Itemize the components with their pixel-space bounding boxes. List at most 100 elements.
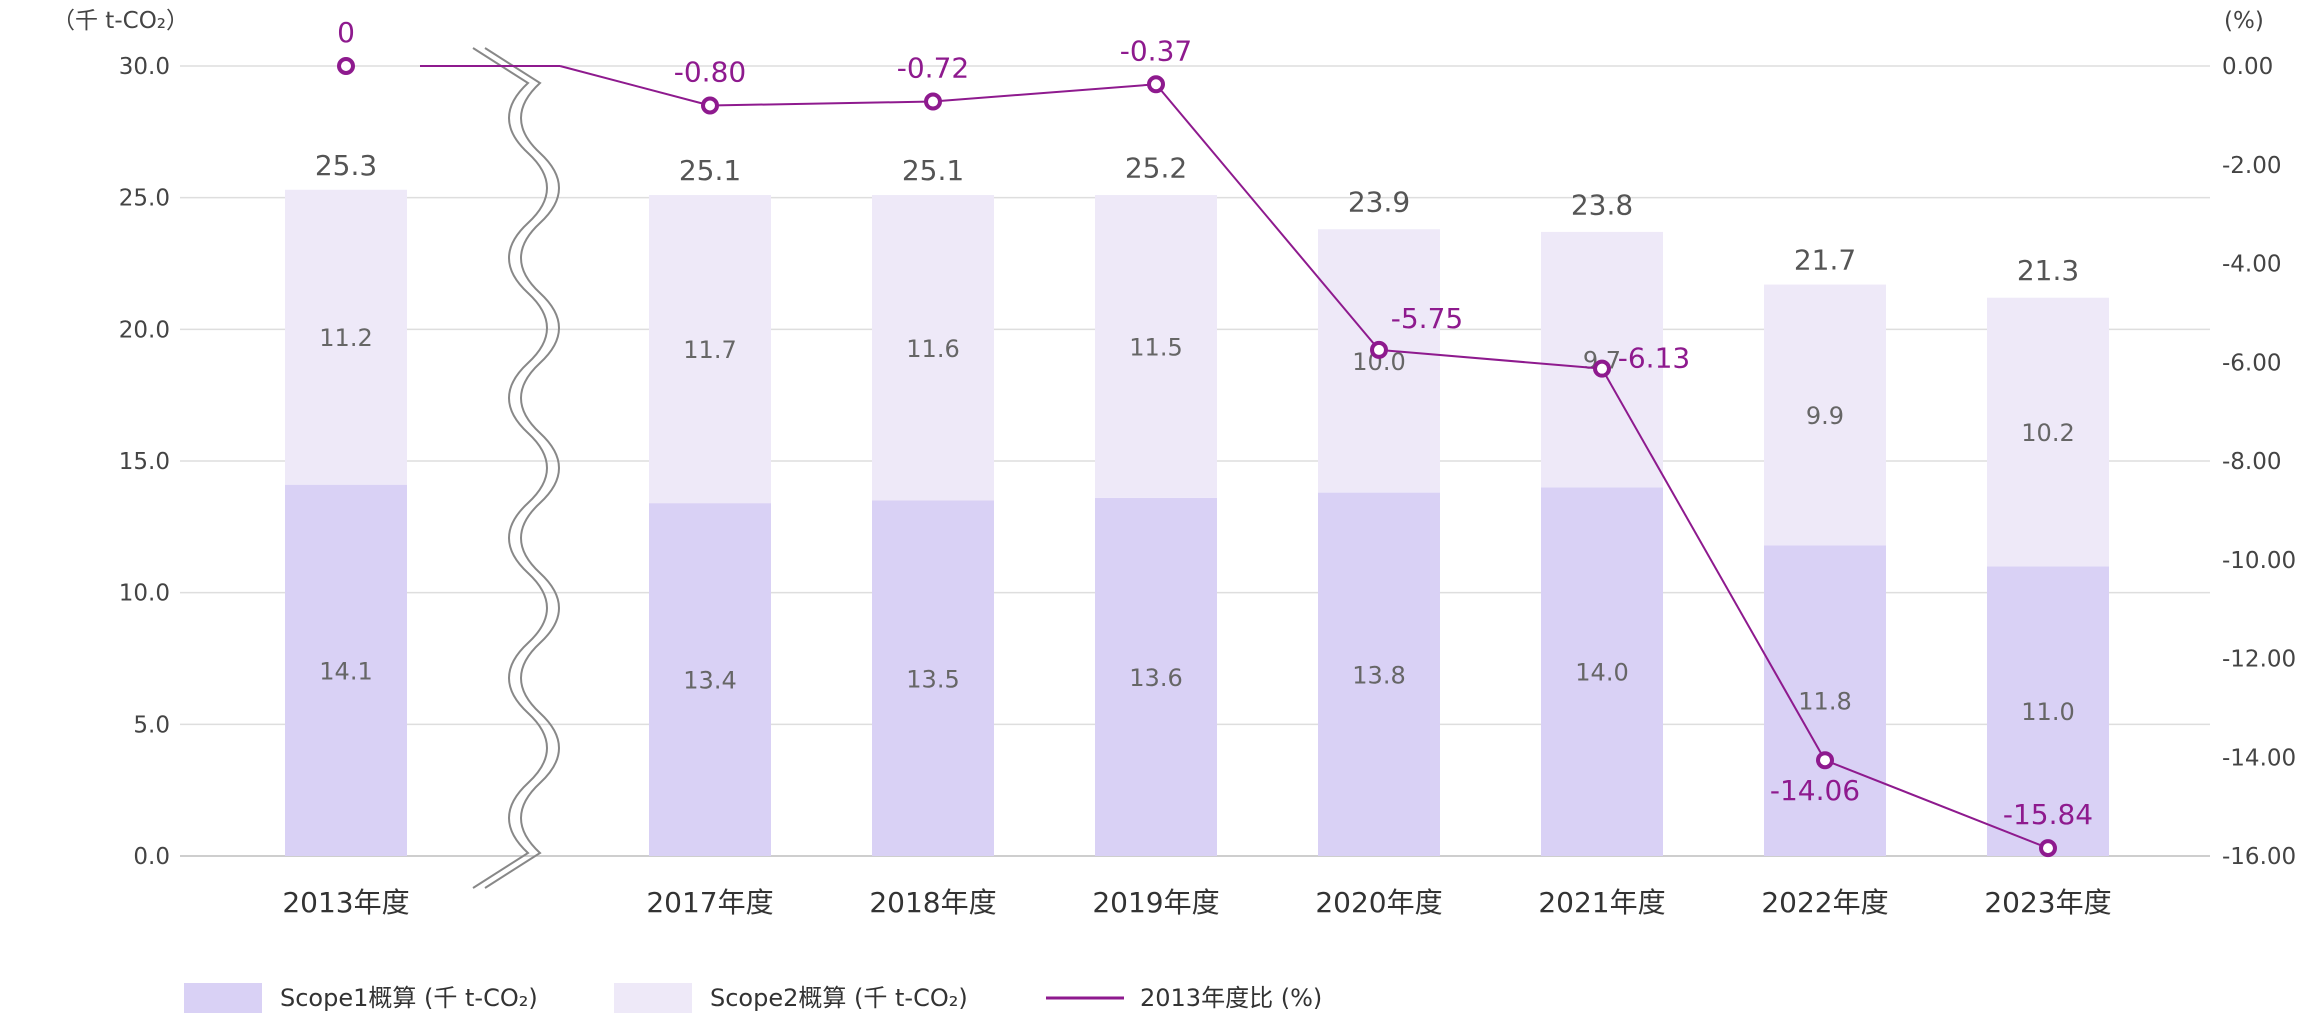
bar-scope2 <box>872 195 994 501</box>
y-left-tick-label: 10.0 <box>119 581 170 607</box>
line-layer: 0 -0.80 -0.72 -0.37 -5.75 -6.13 -14.06 -15.84 <box>337 16 2093 858</box>
y-right-tick-label: -2.00 <box>2222 153 2282 179</box>
y-right-tick-label: -8.00 <box>2222 449 2282 475</box>
line-segment <box>932 83 1157 103</box>
bar-scope1 <box>649 503 771 856</box>
line-point <box>1816 751 1834 770</box>
line-value-label: -14.06 <box>1770 774 1860 807</box>
legend-swatch-scope2 <box>614 983 692 1013</box>
line-value-label: -5.75 <box>1391 302 1463 335</box>
bar-total-label: 25.2 <box>1125 151 1187 184</box>
bar-scope2-label: 11.6 <box>906 335 959 363</box>
legend-swatch-scope1 <box>184 983 262 1013</box>
bar-total-label: 25.1 <box>679 154 741 187</box>
line-point <box>924 92 942 111</box>
y-right-unit: (%) <box>2224 8 2264 34</box>
y-right-tick-label: 0.00 <box>2222 54 2273 80</box>
y-left-tick-label: 30.0 <box>119 54 170 80</box>
line-point <box>2039 839 2057 858</box>
bar-scope1-label: 14.0 <box>1575 659 1628 687</box>
y-left-tick-label: 5.0 <box>133 712 170 738</box>
bar-scope2-label: 11.2 <box>319 324 372 352</box>
y-right-tick-label: -12.00 <box>2222 647 2296 673</box>
y-left-tick-label: 20.0 <box>119 317 170 343</box>
line-segment <box>1824 759 2049 850</box>
y-right-tick-label: -4.00 <box>2222 252 2282 278</box>
bar-scope1-label: 13.6 <box>1129 664 1182 692</box>
y-left-tick-label: 0.0 <box>133 844 170 870</box>
bar-total-label: 21.7 <box>1794 244 1856 277</box>
x-category-label: 2020年度 <box>1315 886 1442 919</box>
axis-break-line <box>484 47 560 889</box>
bar-scope1-label: 14.1 <box>319 657 372 685</box>
y-right-tick-label: -6.00 <box>2222 350 2282 376</box>
bar-scope1 <box>285 484 407 856</box>
x-category-label: 2018年度 <box>869 886 996 919</box>
bar-total-label: 23.9 <box>1348 186 1410 219</box>
line-point <box>337 57 355 75</box>
y-left-unit: （千 t-CO₂） <box>52 8 189 34</box>
line-segment <box>709 100 934 107</box>
y-right-tick-label: -16.00 <box>2222 844 2296 870</box>
line-segment <box>1378 348 1603 370</box>
x-category-label: 2021年度 <box>1538 886 1665 919</box>
bar-scope2-label: 11.5 <box>1129 333 1182 361</box>
line-point <box>701 96 719 115</box>
bar-scope1 <box>1764 545 1886 856</box>
bar-total-label: 25.1 <box>902 154 964 187</box>
bar-scope2 <box>1987 297 2109 567</box>
y-left-tick-label: 25.0 <box>119 186 170 212</box>
bar-scope1 <box>1095 497 1217 856</box>
bar-scope1 <box>872 500 994 856</box>
x-category-label: 2017年度 <box>646 886 773 919</box>
bar-scope1-label: 13.8 <box>1352 661 1405 689</box>
line-value-label: -0.72 <box>897 52 969 85</box>
bar-scope1 <box>1987 566 2109 856</box>
line-point <box>1147 75 1165 94</box>
line-connector <box>559 65 711 107</box>
bar-scope2-label: 10.2 <box>2021 419 2074 447</box>
x-category-label: 2013年度 <box>282 886 409 919</box>
bar-scope2-label: 11.7 <box>683 336 736 364</box>
bar-scope2 <box>1764 284 1886 546</box>
axis-break-line <box>472 47 548 889</box>
line-value-label: -0.37 <box>1120 34 1192 67</box>
line-value-label: -0.80 <box>674 56 746 89</box>
bar-scope1-label: 11.0 <box>2021 698 2074 726</box>
bar-scope1 <box>1541 487 1663 856</box>
bar-scope1-label: 13.5 <box>906 665 959 693</box>
bar-total-label: 21.3 <box>2017 254 2079 287</box>
bars-layer: 14.1 11.2 25.3 13.4 11.7 25.1 13.5 11.6 25.1 13.6… <box>285 149 2109 856</box>
bar-total-label: 23.8 <box>1571 188 1633 221</box>
line-value-label: 0 <box>337 16 355 49</box>
x-category-label: 2023年度 <box>1984 886 2111 919</box>
bar-scope2 <box>285 189 407 485</box>
legend-label-line: 2013年度比 (%) <box>1140 984 1322 1012</box>
bar-scope1 <box>1318 492 1440 856</box>
bar-scope1-label: 13.4 <box>683 667 736 695</box>
bar-scope2 <box>649 195 771 504</box>
line-value-label: -15.84 <box>2003 798 2093 831</box>
y-left-tick-label: 15.0 <box>119 449 170 475</box>
bar-scope2-label: 9.9 <box>1806 402 1844 430</box>
legend-label-scope1: Scope1概算 (千 t-CO₂) <box>280 984 538 1012</box>
line-value-label: -6.13 <box>1618 342 1690 375</box>
legend: Scope1概算 (千 t-CO₂) Scope2概算 (千 t-CO₂) 2013… <box>184 983 1322 1013</box>
y-right-tick-label: -14.00 <box>2222 745 2296 771</box>
bar-scope2 <box>1318 229 1440 493</box>
x-category-label: 2022年度 <box>1761 886 1888 919</box>
axis-break <box>472 47 560 889</box>
line-point <box>1593 359 1611 378</box>
bar-scope2 <box>1541 231 1663 488</box>
y-right-tick-label: -10.00 <box>2222 548 2296 574</box>
bar-total-label: 25.3 <box>315 149 377 182</box>
legend-label-scope2: Scope2概算 (千 t-CO₂) <box>710 984 968 1012</box>
x-category-label: 2019年度 <box>1092 886 1219 919</box>
line-segment <box>1155 83 1380 351</box>
line-segment <box>1601 368 1826 761</box>
bar-scope1-label: 11.8 <box>1798 688 1851 716</box>
line-point <box>1370 340 1388 359</box>
bar-scope2 <box>1095 195 1217 498</box>
axis-labels: 0.0 5.0 10.0 15.0 20.0 25.0 30.0 0.00 -2.00 -4.00… <box>52 8 2296 919</box>
